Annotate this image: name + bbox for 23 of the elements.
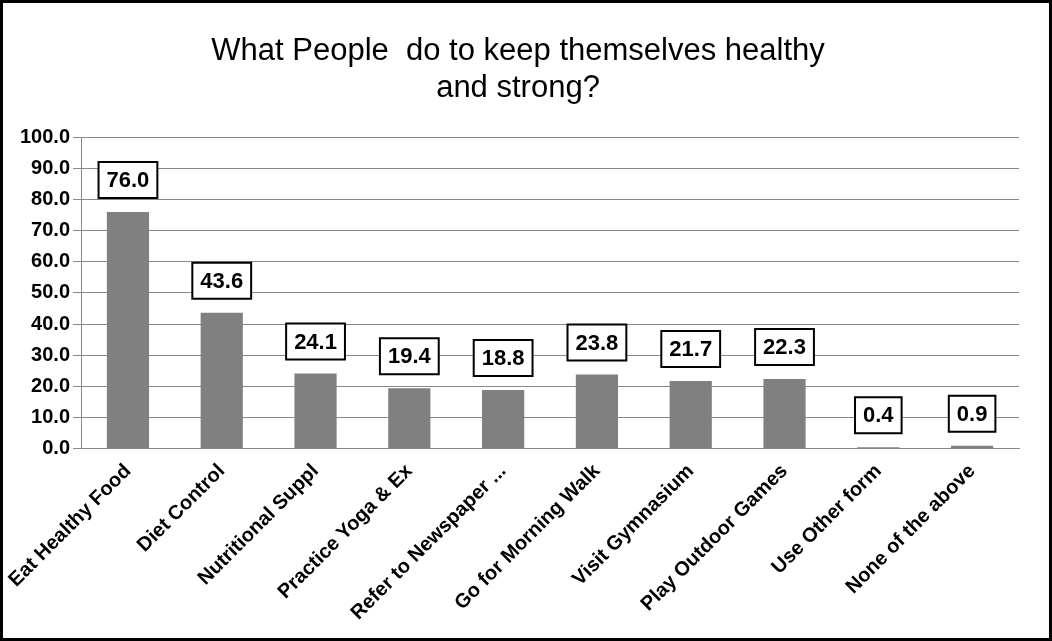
y-tick-label: 20.0 — [31, 373, 71, 396]
y-tick-label: 90.0 — [31, 156, 71, 179]
data-label: 43.6 — [200, 267, 244, 293]
y-tick-label: 10.0 — [31, 404, 71, 427]
data-label: 76.0 — [106, 167, 150, 193]
y-tick-label: 50.0 — [31, 280, 71, 303]
y-tick-label: 100.0 — [19, 124, 71, 147]
y-tick-label: 60.0 — [31, 249, 71, 272]
data-label: 0.9 — [956, 400, 988, 426]
y-tick-label: 80.0 — [31, 187, 71, 210]
y-tick-label: 0.0 — [42, 436, 71, 459]
data-label: 21.7 — [669, 336, 713, 362]
data-label: 18.8 — [481, 345, 525, 371]
text: What People do to keep themselves healthy — [211, 32, 825, 68]
data-label: 23.8 — [575, 329, 619, 355]
text: and strong? — [436, 69, 600, 105]
y-tick-label: 70.0 — [31, 218, 71, 241]
y-tick-label: 30.0 — [31, 342, 71, 365]
data-label: 0.4 — [863, 402, 895, 428]
data-label: 19.4 — [387, 343, 432, 369]
data-label: 24.1 — [294, 328, 337, 354]
data-label: 22.3 — [763, 334, 806, 360]
y-tick-label: 40.0 — [31, 311, 71, 334]
